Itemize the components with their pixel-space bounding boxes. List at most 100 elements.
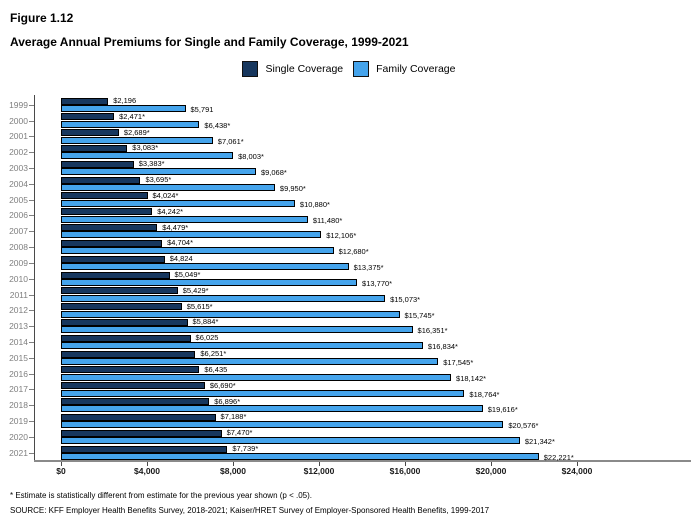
bar-label-family-2014: $16,834*	[427, 342, 458, 352]
bar-label-single-2015: $6,251*	[200, 349, 227, 359]
year-label: 2000	[9, 115, 28, 126]
bar-single-2001	[61, 129, 119, 137]
bar-label-single-2011: $5,429*	[182, 285, 209, 295]
year-label: 2019	[9, 416, 28, 427]
year-label: 2021	[9, 447, 28, 458]
year-tick	[29, 104, 34, 106]
bar-family-2003	[61, 168, 256, 176]
bar-single-2011	[61, 287, 178, 295]
year-label: 2008	[9, 242, 28, 253]
bar-label-single-2002: $3,083*	[132, 143, 159, 153]
year-label: 2014	[9, 337, 28, 347]
bar-single-2015	[61, 350, 196, 358]
year-tick	[29, 294, 34, 296]
year-tick	[29, 167, 34, 169]
bar-label-family-2001: $7,061*	[217, 136, 244, 146]
bar-label-single-2016: $6,435	[204, 364, 228, 374]
year-tick	[29, 310, 34, 312]
bar-family-2017	[61, 389, 465, 397]
bar-label-single-2008: $4,704*	[167, 238, 193, 248]
bar-label-family-2002: $8,003*	[238, 152, 264, 162]
bar-single-2021	[61, 445, 228, 453]
source-note: SOURCE: KFF Employer Health Benefits Sur…	[10, 506, 490, 515]
year-tick	[29, 183, 34, 185]
year-tick	[29, 136, 34, 138]
year-tick	[29, 326, 34, 328]
legend-label-single: Single Coverage	[265, 63, 344, 75]
bar-label-single-2021: $7,739*	[232, 444, 259, 454]
bar-label-family-2020: $21,342*	[524, 437, 555, 447]
bar-single-2017	[61, 382, 205, 390]
bar-single-2013	[61, 318, 188, 326]
year-tick	[29, 389, 34, 391]
bar-single-2007	[61, 224, 158, 232]
year-label: 2018	[9, 400, 28, 411]
bar-family-2020	[61, 437, 520, 445]
bar-family-2010	[61, 278, 358, 286]
legend: Single Coverage Family Coverage	[0, 61, 698, 77]
bar-label-family-2003: $9,068*	[260, 168, 287, 178]
bar-single-1999	[61, 97, 109, 105]
year-label: 2015	[9, 352, 28, 363]
bar-family-2018	[61, 405, 483, 413]
bar-label-single-2013: $5,884*	[192, 317, 219, 327]
year-label: 2003	[9, 162, 28, 173]
bar-family-2019	[61, 421, 504, 429]
bar-label-single-2005: $4,024*	[152, 190, 179, 200]
bar-family-2008	[61, 247, 334, 255]
bar-family-2021	[61, 452, 539, 460]
bar-single-2019	[61, 413, 216, 421]
year-label: 2005	[9, 194, 28, 205]
year-label: 2006	[9, 210, 28, 221]
bar-label-single-2012: $5,615*	[186, 301, 213, 311]
bar-label-family-1999: $5,791	[190, 104, 214, 114]
bar-single-2008	[61, 239, 163, 247]
bar-family-2002	[61, 152, 234, 160]
year-tick	[29, 357, 34, 359]
bar-family-2006	[61, 215, 308, 223]
year-label: 2017	[9, 384, 28, 395]
bar-family-2009	[61, 263, 349, 271]
year-tick	[29, 452, 34, 454]
bar-family-2015	[61, 358, 439, 366]
year-tick	[29, 278, 34, 280]
x-axis-tick-label: $0	[56, 466, 66, 476]
bar-label-family-2008: $12,680*	[338, 247, 369, 257]
year-label: 2004	[9, 178, 28, 189]
bar-label-single-2003: $3,383*	[138, 159, 165, 169]
year-label: 2012	[9, 305, 28, 316]
year-tick	[29, 120, 34, 122]
bar-family-2007	[61, 231, 322, 239]
bar-label-single-2019: $7,188*	[220, 412, 247, 422]
bar-label-single-2007: $4,479*	[162, 222, 189, 232]
bar-single-2005	[61, 192, 148, 200]
bar-label-single-2014: $6,025	[195, 333, 219, 343]
x-axis-tick-label: $16,000	[389, 466, 421, 476]
bar-single-2014	[61, 334, 191, 342]
bar-single-2002	[61, 144, 128, 152]
bar-family-2005	[61, 199, 295, 207]
bar-label-single-2020: $7,470*	[226, 428, 253, 438]
year-label: 2007	[9, 226, 28, 237]
bar-label-single-2001: $2,689*	[123, 127, 150, 137]
year-tick	[29, 436, 34, 438]
bar-family-1999	[61, 104, 186, 112]
bar-label-family-2018: $19,616*	[487, 405, 518, 415]
y-axis-line	[34, 95, 35, 460]
year-tick	[29, 215, 34, 217]
bar-label-family-2012: $15,745*	[404, 310, 435, 320]
bar-label-family-2016: $18,142*	[456, 373, 487, 383]
bar-single-2004	[61, 176, 141, 184]
bar-label-single-1999: $2,196	[113, 96, 137, 105]
year-tick	[29, 247, 34, 249]
bar-label-family-2010: $13,770*	[362, 278, 393, 288]
year-label: 2011	[9, 289, 28, 300]
year-tick	[29, 199, 34, 201]
year-label: 2001	[9, 131, 28, 142]
bar-family-2011	[61, 294, 386, 302]
x-axis-tick	[233, 462, 234, 466]
legend-label-family: Family Coverage	[376, 63, 456, 75]
bar-label-single-2018: $6,896*	[214, 396, 241, 406]
